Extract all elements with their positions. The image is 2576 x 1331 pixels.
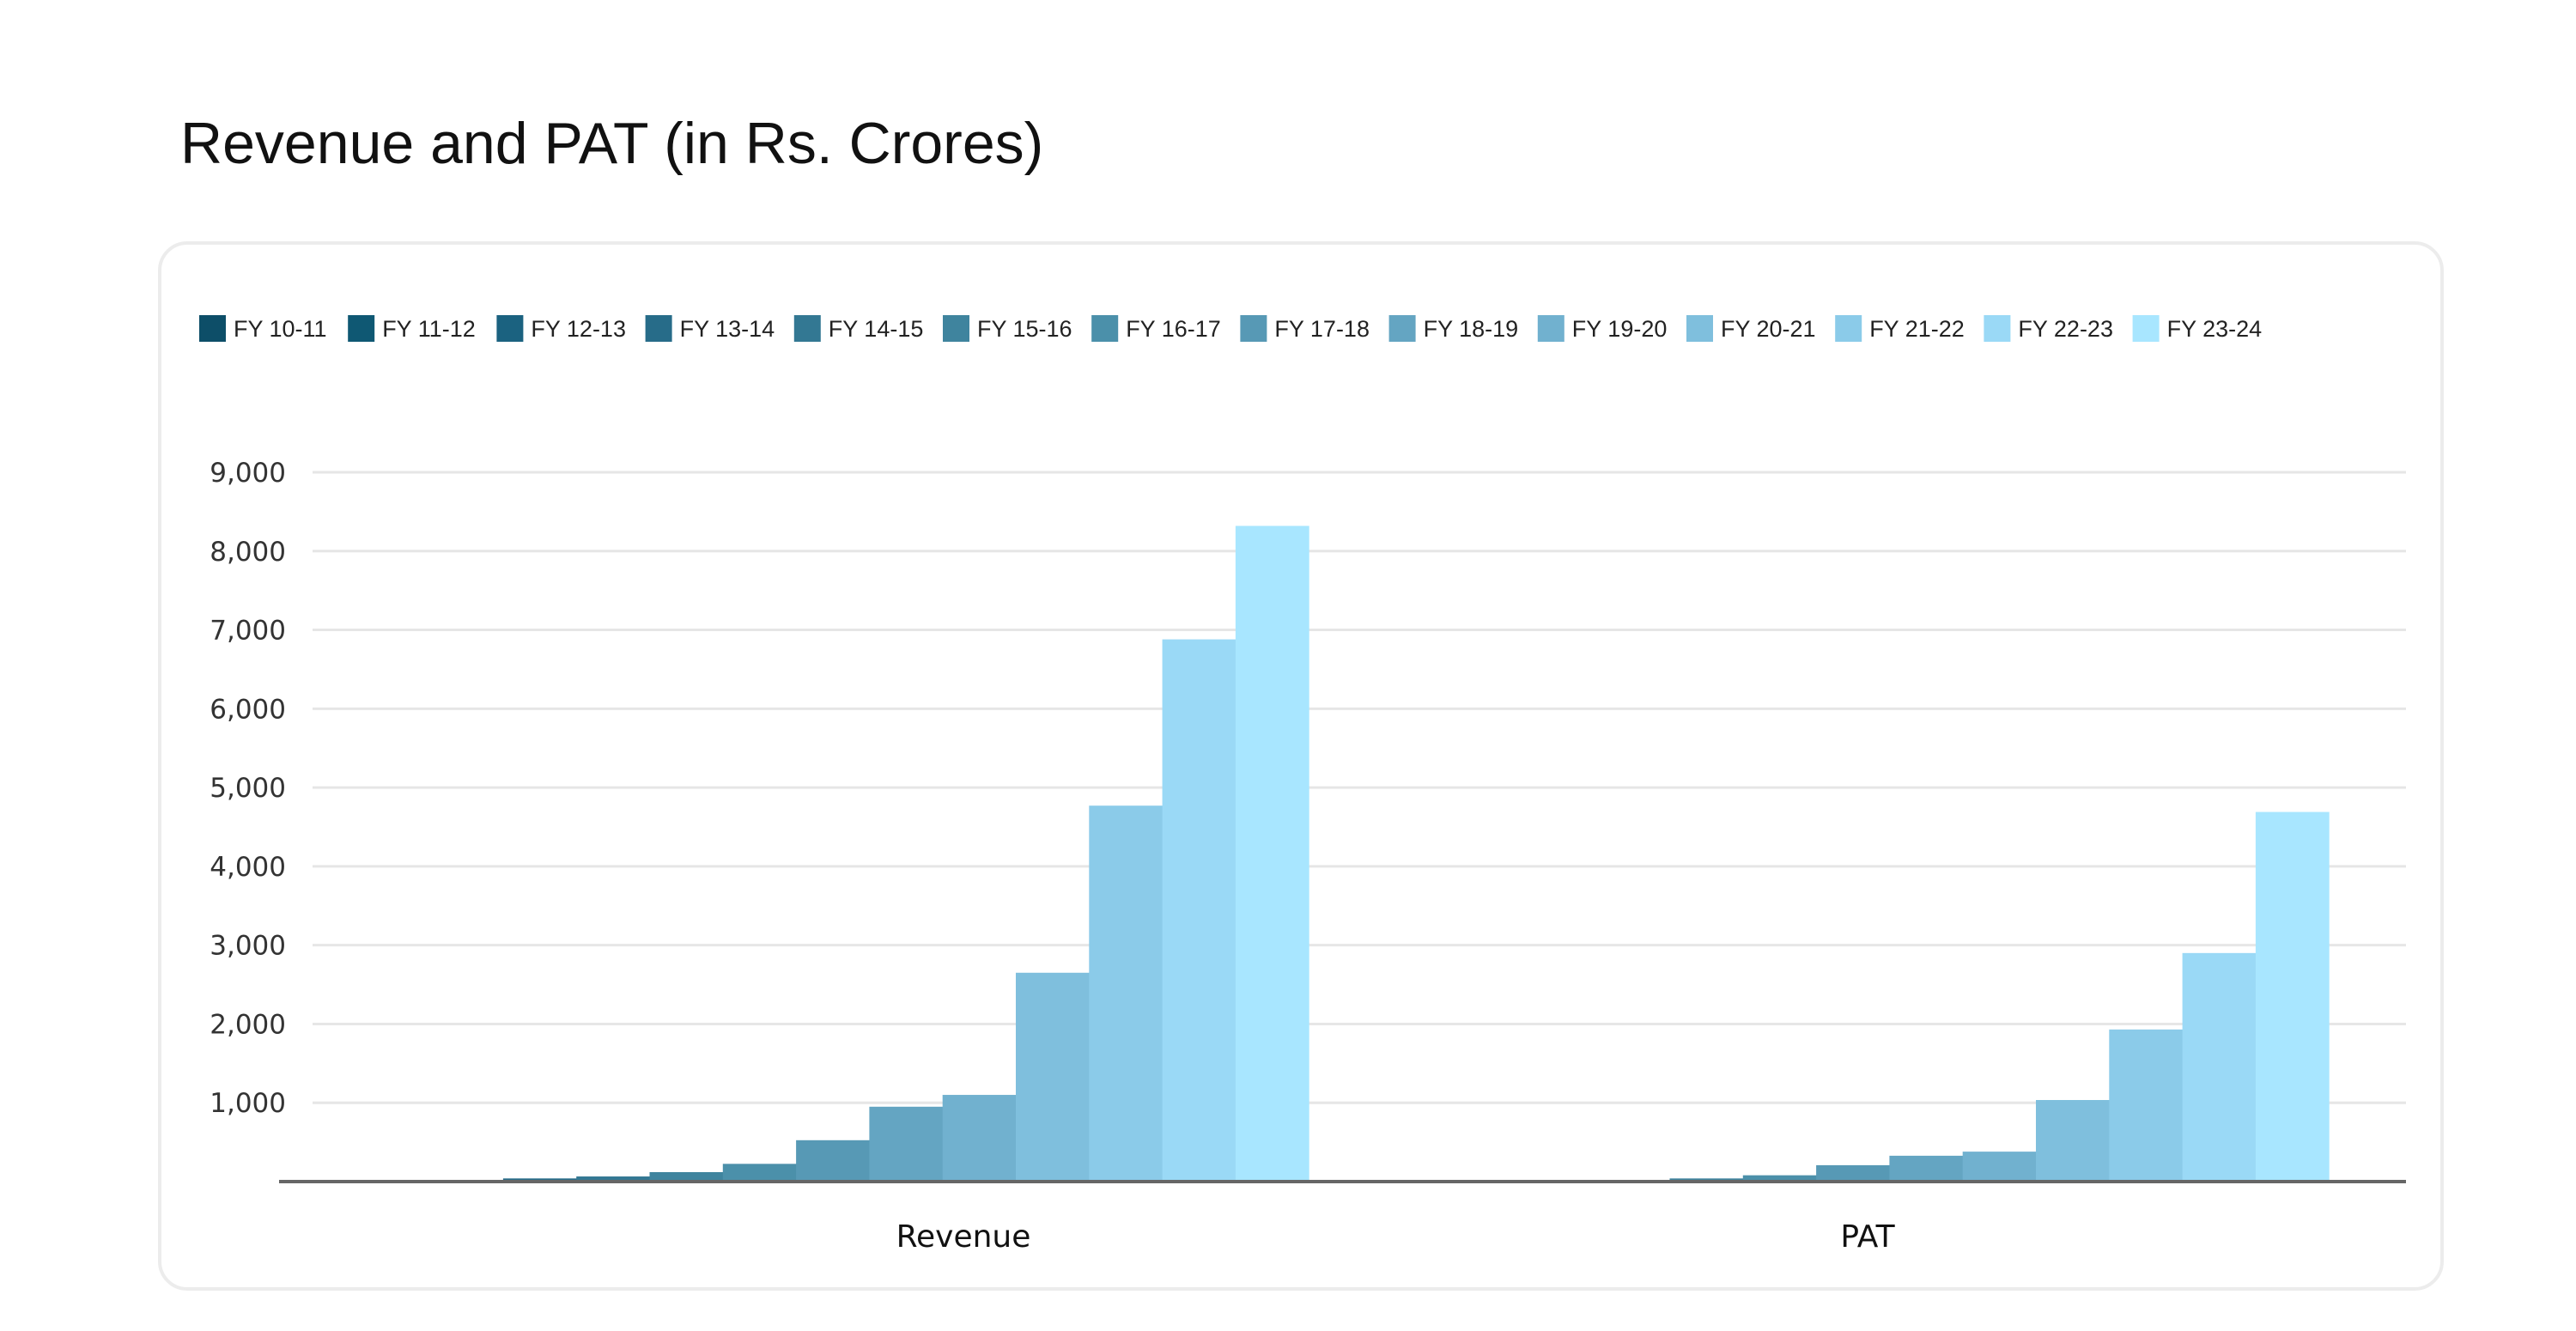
legend-label: FY 12-13	[531, 316, 626, 342]
legend-label: FY 11-12	[382, 316, 476, 342]
legend-label: FY 10-11	[234, 316, 327, 342]
y-tick-label: 3,000	[210, 931, 286, 962]
legend-label: FY 19-20	[1572, 316, 1668, 342]
y-tick-label: 2,000	[210, 1009, 286, 1040]
legend-swatch	[793, 315, 821, 342]
legend-label: FY 23-24	[2167, 316, 2263, 342]
x-category-label: PAT	[1840, 1219, 1895, 1255]
bar	[1089, 805, 1163, 1182]
bar	[942, 1095, 1017, 1182]
bar	[1016, 972, 1090, 1182]
legend-label: FY 21-22	[1869, 316, 1965, 342]
legend-label: FY 22-23	[2018, 316, 2113, 342]
legend-swatch	[2132, 315, 2160, 342]
chart-card	[158, 241, 2444, 1291]
legend-swatch	[496, 315, 524, 342]
legend-label: FY 13-14	[680, 316, 775, 342]
bar	[1162, 639, 1236, 1182]
bar	[2182, 952, 2257, 1182]
chart-title: Revenue and PAT (in Rs. Crores)	[180, 111, 1044, 176]
legend-swatch	[645, 315, 672, 342]
legend-swatch	[943, 315, 969, 342]
y-tick-label: 4,000	[210, 852, 286, 883]
bar	[1235, 526, 1309, 1182]
y-tick-label: 7,000	[210, 616, 286, 647]
bar	[2255, 811, 2330, 1182]
y-tick-label: 8,000	[210, 537, 286, 568]
bar	[1889, 1155, 1964, 1182]
bar	[649, 1171, 724, 1182]
bar	[576, 1176, 650, 1182]
bar	[2109, 1029, 2184, 1182]
legend-label: FY 17-18	[1274, 316, 1370, 342]
x-category-label: Revenue	[896, 1219, 1031, 1255]
bar	[722, 1164, 797, 1182]
bar	[1962, 1152, 2037, 1182]
bar	[1742, 1175, 1817, 1182]
y-tick-label: 5,000	[210, 773, 286, 804]
legend-swatch	[199, 315, 226, 342]
legend-swatch	[1091, 315, 1119, 342]
legend-swatch	[1388, 315, 1416, 342]
bar	[869, 1106, 944, 1182]
legend-label: FY 18-19	[1424, 316, 1519, 342]
legend-label: FY 14-15	[829, 316, 924, 342]
bar	[796, 1140, 870, 1182]
legend-swatch	[1686, 315, 1713, 342]
bar	[1816, 1164, 1890, 1182]
legend-swatch	[1984, 315, 2011, 342]
legend-swatch	[1835, 315, 1862, 342]
bar	[2036, 1100, 2110, 1182]
legend-label: FY 16-17	[1126, 316, 1221, 342]
legend-label: FY 20-21	[1721, 316, 1816, 342]
legend-label: FY 15-16	[977, 316, 1072, 342]
y-tick-label: 9,000	[210, 458, 286, 489]
legend-swatch	[1240, 315, 1267, 342]
y-tick-label: 1,000	[210, 1088, 286, 1119]
legend-swatch	[348, 315, 375, 342]
y-tick-label: 6,000	[210, 694, 286, 725]
legend-swatch	[1537, 315, 1564, 342]
